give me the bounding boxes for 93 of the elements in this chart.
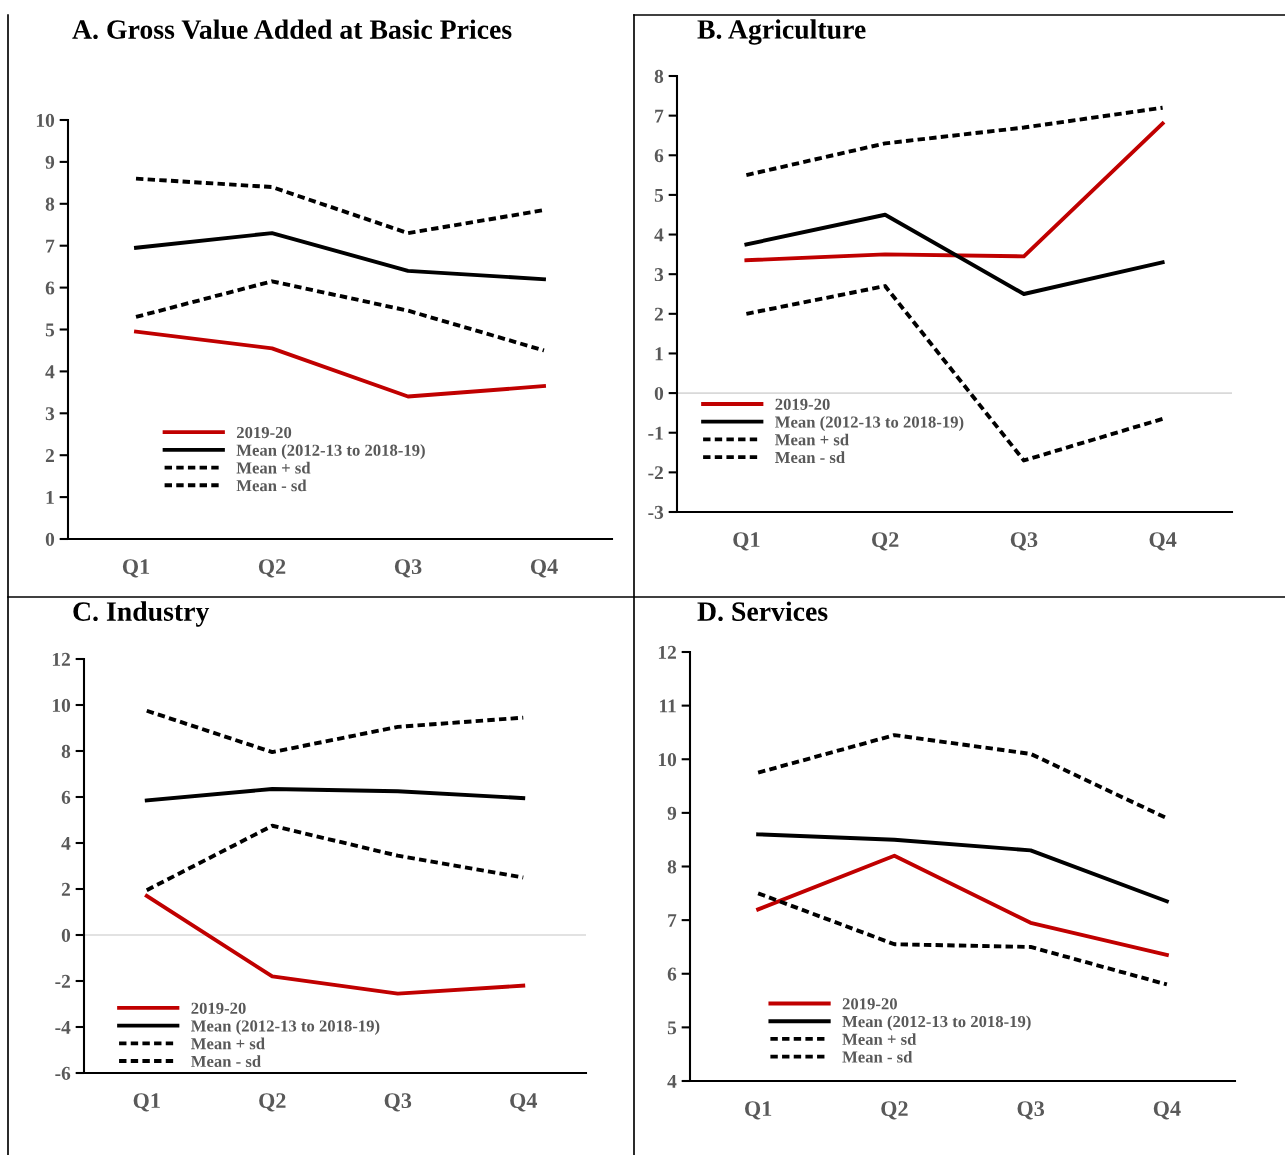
y-tick-label: 12 [658,645,676,659]
chart-title: A. Gross Value Added at Basic Prices [72,19,512,40]
y-tick-label: 6 [667,967,677,981]
x-tick-label: Q2 [881,1101,908,1120]
y-tick-label: 3 [45,407,55,421]
legend-label: Mean (2012-13 to 2018-19) [775,415,964,432]
line-series [756,891,1169,987]
y-tick-label: 1 [46,491,54,504]
y-tick-label: 2 [61,882,70,896]
line-series [744,105,1165,178]
line-series [744,121,1165,263]
x-tick-label: Q1 [745,1101,772,1120]
legend-label: Mean (2012-13 to 2018-19) [191,1019,380,1035]
y-tick-label: 0 [61,928,71,942]
y-tick-label: 6 [61,790,71,804]
y-tick-label: 0 [45,532,55,546]
y-tick-label: 9 [45,155,55,169]
line-series [756,853,1169,957]
x-tick-label: Q4 [530,559,558,578]
y-tick-label: 11 [659,699,676,713]
line-series [756,832,1169,904]
y-tick-label: -2 [648,466,663,480]
y-tick-label: 4 [61,836,71,850]
line-series [744,284,1165,463]
x-tick-label: Q3 [384,1093,412,1112]
legend-label: 2019-20 [775,398,830,410]
legend-label: Mean - sd [191,1055,261,1068]
y-tick-label: 7 [655,109,664,123]
y-tick-label: 4 [654,228,664,242]
y-tick-label: -3 [648,505,664,519]
legend-label: Mean + sd [842,1033,917,1045]
x-tick-label: Q4 [1153,1101,1181,1120]
y-tick-label: -4 [55,1020,71,1034]
y-tick-label: 7 [668,914,677,927]
y-tick-label: 5 [45,323,55,337]
x-tick-label: Q1 [133,1093,160,1112]
line-series [134,329,546,399]
x-tick-label: Q2 [258,559,286,578]
legend-label: 2019-20 [236,426,292,439]
line-series [144,893,526,996]
x-tick-label: Q1 [733,532,760,551]
x-tick-label: Q1 [122,559,150,578]
chart-title: B. Agriculture [697,19,866,45]
line-series [144,823,526,893]
x-tick-label: Q4 [1149,532,1177,551]
y-tick-label: 5 [654,188,664,202]
line-series [134,279,546,353]
chart-title: C. Industry [73,601,210,627]
x-tick-label: Q2 [259,1093,286,1112]
legend-label: Mean - sd [842,1050,913,1063]
x-tick-label: Q3 [394,559,422,578]
legend-label: 2019-20 [191,1002,246,1014]
legend-label: Mean - sd [236,479,307,492]
y-tick-label: 2 [654,307,663,321]
x-tick-label: Q3 [1010,532,1038,551]
x-tick-label: Q3 [1017,1101,1045,1120]
y-tick-label: 0 [654,386,664,401]
line-series [144,708,526,755]
legend-label: 2019-20 [842,998,897,1010]
legend-label: Mean (2012-13 to 2018-19) [236,444,425,460]
y-tick-label: 9 [667,806,677,820]
legend-label: Mean + sd [236,461,311,474]
line-series [144,787,526,803]
line-series [744,212,1165,296]
y-tick-label: 2 [45,449,54,462]
legend-label: Mean (2012-13 to 2018-19) [842,1015,1031,1031]
y-tick-label: 3 [654,268,664,282]
y-tick-label: 8 [45,197,55,211]
y-tick-label: 8 [667,860,677,874]
y-tick-label: 8 [61,744,71,758]
legend-label: Mean + sd [191,1037,265,1050]
y-tick-label: 1 [655,347,663,361]
line-series [756,733,1169,821]
y-tick-label: 7 [46,239,55,253]
chart-title: D. Services [697,601,828,622]
legend-label: Mean + sd [775,433,849,446]
y-tick-label: 10 [658,753,677,767]
y-tick-label: 10 [52,698,71,712]
y-tick-label: 4 [667,1074,677,1088]
legend-label: Mean - sd [775,451,845,464]
y-tick-label: -2 [55,974,70,988]
y-tick-label: 8 [654,69,664,83]
line-series [134,231,546,282]
y-tick-label: 6 [45,281,55,295]
x-tick-label: Q4 [510,1093,538,1112]
y-tick-label: 6 [654,149,664,163]
y-tick-label: 10 [36,113,55,127]
y-tick-label: 5 [667,1021,677,1035]
x-tick-label: Q2 [872,532,899,551]
y-tick-label: 4 [45,365,55,379]
y-tick-label: -1 [648,426,663,440]
y-tick-label: -6 [55,1066,71,1080]
y-tick-label: 12 [52,652,70,666]
